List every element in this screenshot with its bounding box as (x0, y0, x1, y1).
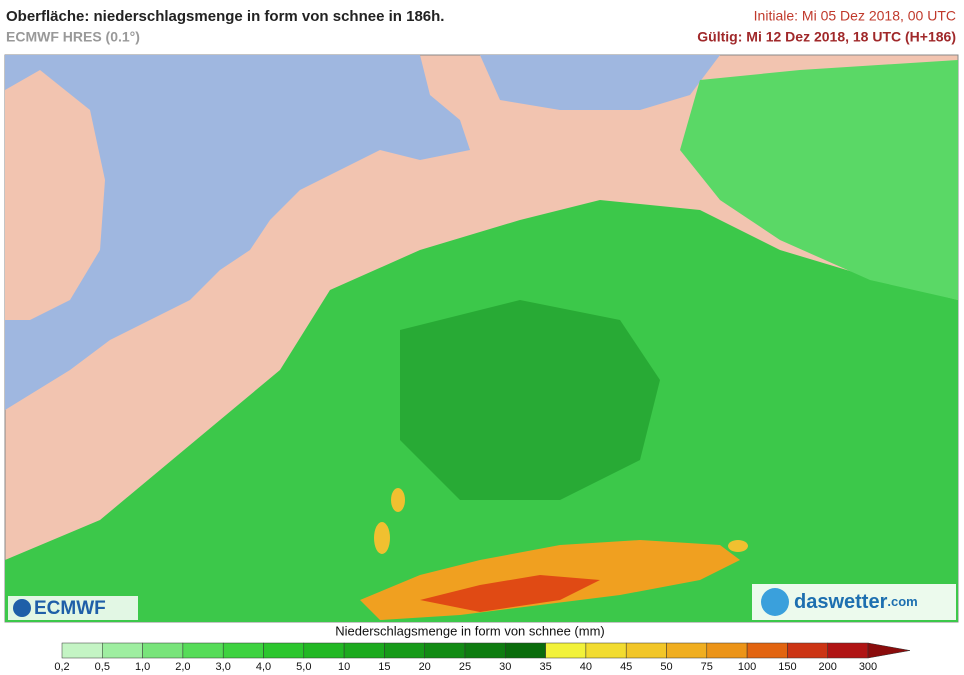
ecmwf-logo: ECMWF (34, 598, 106, 619)
model: ECMWF HRES (0.1°) (6, 29, 140, 45)
map: ECMWF daswetter.com (4, 54, 959, 623)
initial-time: Initiale: Mi 05 Dez 2018, 00 UTC (754, 8, 956, 24)
colorbar-label: 200 (819, 661, 837, 673)
legend-title: Niederschlagsmenge in form von schnee (m… (335, 623, 605, 638)
colorbar-segment (424, 642, 466, 659)
colorbar-segment (666, 642, 708, 659)
colorbar-label: 30 (499, 661, 511, 673)
colorbar-segment (505, 642, 546, 659)
colorbar-segment (142, 642, 184, 659)
colorbar-label: 0,5 (95, 661, 110, 673)
colorbar-label: 2,0 (175, 661, 190, 673)
colorbar-label: 35 (539, 661, 551, 673)
colorbar-segment (102, 642, 143, 659)
colorbar-label: 100 (738, 661, 756, 673)
colorbar-label: 40 (580, 661, 592, 673)
colorbar-segment (585, 642, 627, 659)
colorbar-segment (263, 642, 305, 659)
colorbar-label: 45 (620, 661, 632, 673)
colorbar-segment (827, 642, 869, 659)
colorbar-label: 1,0 (135, 661, 150, 673)
colorbar-segment (182, 642, 224, 659)
colorbar: 0,2 0,5 1,0 2,0 3,0 4,0 5,0 10 15 20 25 30 35 40 45 50 7… (54, 642, 911, 673)
colorbar-segment (61, 642, 103, 659)
colorbar-label: 150 (778, 661, 796, 673)
colorbar-segment (384, 642, 425, 659)
colorbar-label: 300 (859, 661, 877, 673)
colorbar-label: 3,0 (216, 661, 231, 673)
colorbar-segment (625, 642, 667, 659)
colorbar-label: 75 (701, 661, 713, 673)
colorbar-label: 5,0 (296, 661, 311, 673)
colorbar-segment (746, 642, 788, 659)
colorbar-arrow (867, 642, 911, 659)
colorbar-label: 25 (459, 661, 471, 673)
colorbar-segment (464, 642, 506, 659)
colorbar-label: 0,2 (54, 661, 69, 673)
colorbar-segment (706, 642, 748, 659)
colorbar-label: 10 (338, 661, 350, 673)
daswetter-logo: daswetter.com (794, 591, 918, 613)
colorbar-segment (545, 642, 587, 659)
colorbar-segment (222, 642, 264, 659)
title: Oberfläche: niederschlagsmenge in form v… (6, 8, 444, 25)
colorbar-label: 15 (378, 661, 390, 673)
colorbar-segment (343, 642, 385, 659)
colorbar-segment (303, 642, 345, 659)
colorbar-label: 4,0 (256, 661, 271, 673)
colorbar-label: 20 (419, 661, 431, 673)
colorbar-segment (787, 642, 828, 659)
colorbar-label: 50 (660, 661, 672, 673)
valid-time: Gültig: Mi 12 Dez 2018, 18 UTC (H+186) (697, 29, 956, 45)
